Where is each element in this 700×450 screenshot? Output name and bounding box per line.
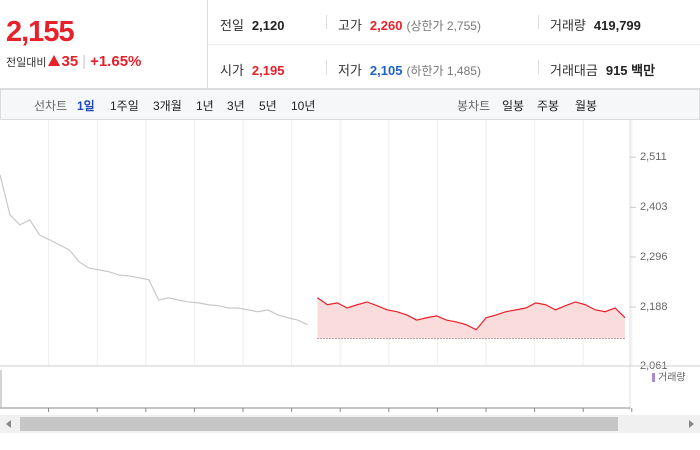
change-label: 전일대비 — [6, 57, 47, 69]
divider — [326, 15, 327, 29]
price-box: 2,155 전일대비 35 | +1.65% — [0, 0, 208, 88]
quote-header: 2,155 전일대비 35 | +1.65% 전일 2,120 고가 2,260 (상한가 2… — [0, 0, 700, 89]
y-tick-label: 2,296 — [640, 251, 668, 263]
change-percent: +1.65% — [90, 53, 142, 70]
stat: 거래대금 915 백만 — [550, 60, 655, 79]
y-tick-label: 2,403 — [640, 201, 668, 213]
stat: 거래량 419,799 — [550, 15, 641, 34]
stat: 전일 2,120 — [220, 15, 284, 34]
current-price: 2,155 — [6, 16, 75, 48]
separator: | — [82, 53, 87, 70]
divider — [538, 15, 539, 29]
tab-group-title: 선차트 — [34, 99, 68, 113]
period-tab[interactable]: 1주일 — [110, 99, 139, 113]
candle-tab[interactable]: 월봉 — [575, 99, 598, 113]
stat: 시가 2,195 — [220, 60, 284, 79]
candle-tab[interactable]: 주봉 — [537, 99, 560, 113]
stat-label: 전일 — [220, 18, 244, 33]
stat-value: 2,120 — [251, 18, 285, 33]
period-tab[interactable]: 10년 — [291, 99, 316, 113]
stat-label: 고가 — [338, 18, 362, 33]
stat-label: 시가 — [220, 63, 244, 78]
stat: 고가 2,260 (상한가 2,755) — [338, 15, 481, 34]
period-tab[interactable]: 3년 — [227, 99, 245, 113]
change-value: 35 — [61, 53, 79, 70]
scroll-left — [6, 420, 11, 428]
scroll-right — [689, 420, 694, 428]
up-icon — [48, 55, 61, 66]
stat-value: 2,260 — [369, 18, 403, 33]
stat-label: 저가 — [338, 63, 362, 78]
stat-value: 2,105 — [369, 63, 403, 78]
stats-row: 전일 2,120 고가 2,260 (상한가 2,755) 거래량 419,799 — [208, 0, 700, 44]
candle-tab[interactable]: 일봉 — [502, 99, 525, 113]
volume-label: 거래량 — [658, 372, 686, 384]
tab-group-title: 봉차트 — [457, 99, 491, 113]
area — [317, 297, 625, 339]
stat-value: 419,799 — [593, 18, 641, 33]
period-tabs: 선차트 1일 1주일 3개월 1년 3년 5년 10년 봉차트 일봉 주봉 월봉 — [0, 89, 700, 120]
divider — [538, 60, 539, 74]
stat: 저가 2,105 (하한가 1,485) — [338, 60, 481, 79]
change: 전일대비 35 | +1.65% — [6, 53, 141, 70]
stat-note: (하한가 1,485) — [406, 64, 481, 78]
stat-value: 915 백만 — [605, 63, 656, 78]
stat-note: (상한가 2,755) — [406, 19, 481, 33]
period-tab[interactable]: 3개월 — [153, 99, 182, 113]
period-tab[interactable]: 1년 — [196, 99, 214, 113]
stat-value: 2,195 — [251, 63, 285, 78]
divider — [326, 60, 327, 74]
stat-label: 거래량 — [550, 18, 586, 33]
volume-legend-icon — [652, 373, 655, 382]
y-tick-label: 2,511 — [640, 151, 667, 163]
price-line — [0, 174, 308, 326]
period-tab[interactable]: 5년 — [259, 99, 277, 113]
stat-label: 거래대금 — [550, 63, 598, 78]
y-tick-label: 2,188 — [640, 301, 668, 313]
price-line — [317, 297, 626, 331]
stats-row: 시가 2,195 저가 2,105 (하한가 1,485) 거래대금 915 백만 — [208, 44, 700, 89]
period-tab[interactable]: 1일 — [77, 99, 95, 113]
scroll-thumb — [20, 417, 618, 431]
